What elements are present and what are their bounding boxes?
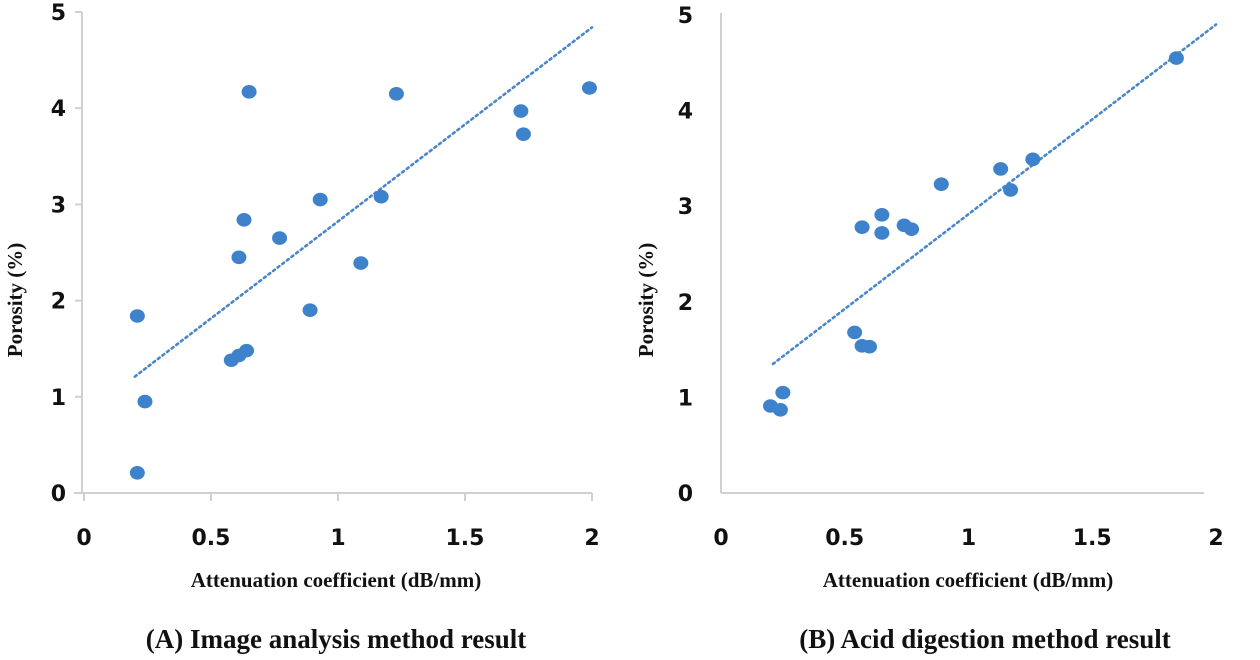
data-point: [137, 394, 153, 409]
y-tick-label: 4: [51, 97, 66, 122]
y-tick-label: 3: [678, 195, 693, 220]
x-tick-label: 1.5: [446, 526, 485, 551]
data-point: [772, 403, 788, 417]
y-tick-label: 0: [678, 482, 693, 507]
y-axis-title-a: Porosity (%): [3, 243, 27, 358]
data-point: [388, 86, 404, 101]
data-point: [847, 325, 863, 340]
data-point: [239, 343, 255, 358]
data-point: [241, 85, 257, 99]
data-point: [129, 309, 145, 323]
x-tick-label: 2: [1208, 526, 1223, 551]
x-axis-title-a: Attenuation coefficient (dB/mm): [191, 568, 481, 592]
data-point: [775, 385, 791, 400]
data-point: [272, 231, 288, 245]
y-tick-label: 5: [51, 1, 66, 26]
x-tick-label: 1.5: [1073, 526, 1112, 551]
data-point: [874, 208, 890, 222]
data-point: [353, 256, 369, 270]
data-point: [862, 339, 877, 354]
data-point: [236, 212, 252, 227]
data-point: [231, 250, 247, 265]
panel-a: (A) Image analysis method result Attenua…: [3, 1, 600, 654]
data-point: [513, 104, 529, 118]
x-tick-label: 0: [713, 526, 728, 551]
y-tick-label: 3: [51, 193, 66, 218]
data-point: [874, 226, 890, 240]
data-point: [1025, 152, 1041, 167]
data-point: [302, 303, 318, 318]
x-tick-label: 1: [330, 526, 345, 551]
y-axis-title-b: Porosity (%): [634, 243, 658, 358]
data-point: [515, 127, 531, 141]
caption-a: (A) Image analysis method result: [146, 624, 527, 654]
data-point: [904, 222, 920, 236]
x-tick-label: 0.5: [825, 526, 864, 551]
caption-b: (B) Acid digestion method result: [799, 624, 1171, 654]
y-tick-label: 0: [51, 482, 66, 507]
panel-b: (B) Acid digestion method result Attenua…: [634, 4, 1224, 654]
data-point: [373, 189, 389, 204]
x-tick-label: 0.5: [192, 526, 231, 551]
y-tick-label: 2: [678, 291, 693, 316]
data-point: [581, 81, 597, 95]
x-tick-label: 1: [961, 526, 976, 551]
trendline: [771, 23, 1218, 366]
y-tick-label: 4: [678, 100, 693, 125]
data-point: [1003, 183, 1019, 197]
x-tick-label: 2: [584, 526, 599, 551]
x-axis-title-b: Attenuation coefficient (dB/mm): [823, 568, 1113, 592]
y-tick-label: 1: [678, 386, 693, 411]
data-point: [854, 220, 870, 235]
y-tick-label: 1: [51, 386, 66, 411]
data-point: [933, 177, 949, 192]
data-point: [129, 465, 145, 480]
y-tick-label: 2: [51, 290, 66, 315]
trendline: [133, 26, 594, 378]
data-point: [993, 162, 1009, 176]
data-point: [312, 192, 328, 207]
x-tick-label: 0: [76, 526, 91, 551]
data-point: [1168, 51, 1184, 65]
y-tick-label: 5: [678, 4, 693, 29]
